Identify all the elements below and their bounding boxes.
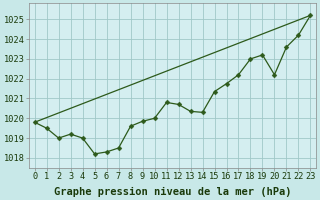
X-axis label: Graphe pression niveau de la mer (hPa): Graphe pression niveau de la mer (hPa) — [54, 186, 291, 197]
